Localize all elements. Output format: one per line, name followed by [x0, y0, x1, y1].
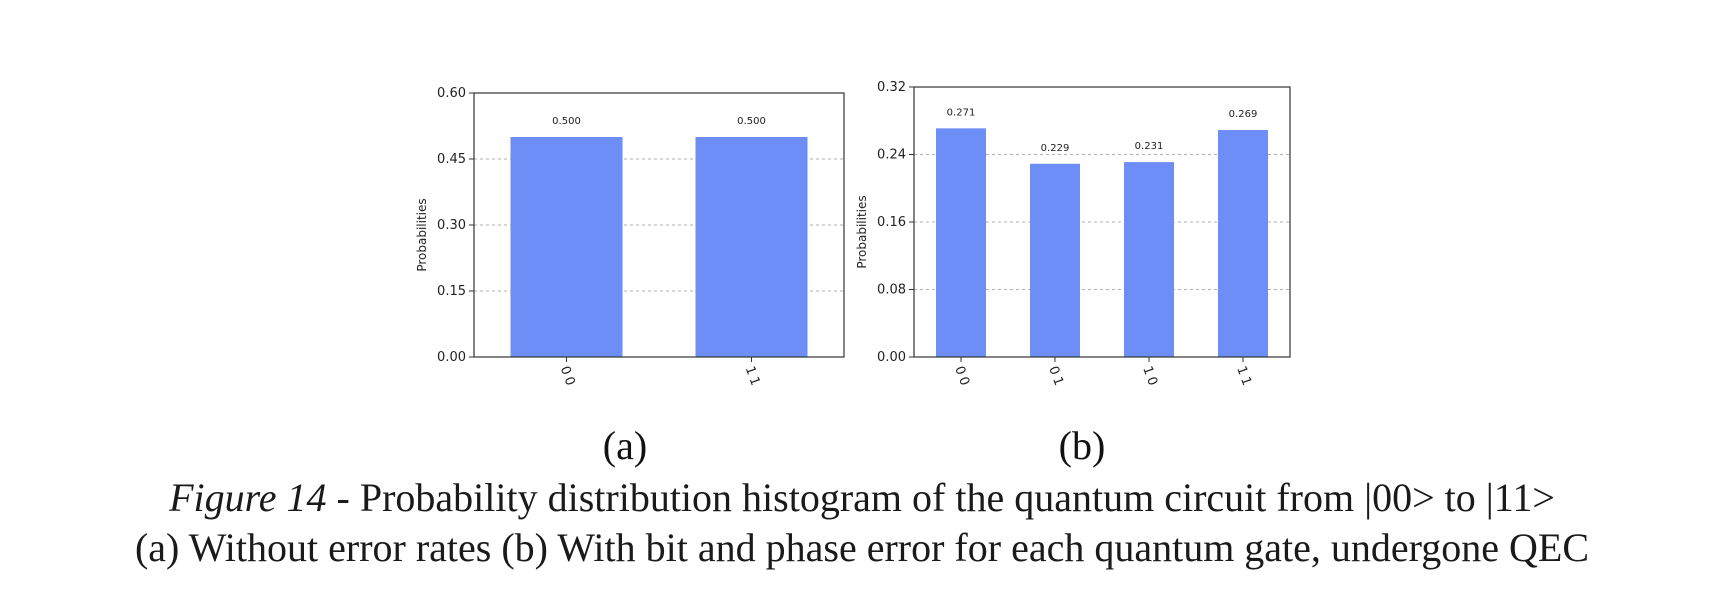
x-tick-label-11: 11: [742, 364, 764, 390]
bar-00: [936, 128, 986, 357]
figure-caption-prefix: Figure 14: [169, 475, 327, 520]
bar-01: [1030, 163, 1080, 357]
y-tick-label: 0.16: [877, 215, 906, 230]
bar-00: [510, 137, 623, 357]
y-tick-label: 0.24: [877, 148, 906, 163]
x-tick-label-01: 01: [1045, 364, 1067, 390]
data-label-00: 0.271: [947, 107, 976, 118]
y-tick-label: 0.32: [877, 80, 906, 95]
data-label-00: 0.500: [552, 116, 581, 127]
data-label-11: 0.269: [1229, 109, 1258, 120]
panel-label-a: (a): [602, 423, 648, 468]
chart-b-histogram: 0.271 00 0.229 01 0.231 10 0.269 11 0.00 0.08 0.16…: [855, 80, 1291, 391]
y-tick-label: 0.15: [437, 284, 466, 299]
chart-a-histogram: 0.500 00 0.500 11 0.00 0.15 0.30 0.45 0.60 Probab…: [415, 86, 845, 391]
panel-label-b: (b): [1058, 423, 1106, 468]
y-tick-label: 0.45: [437, 152, 466, 167]
figure-caption-line-1: Figure 14 - Probability distribution his…: [0, 478, 1724, 518]
y-tick-label: 0.08: [877, 283, 906, 298]
x-tick-label-11: 11: [1233, 364, 1255, 390]
data-label-10: 0.231: [1135, 141, 1164, 152]
bar-11: [695, 137, 808, 357]
x-tick-label-00: 00: [557, 364, 579, 390]
figure-caption-line-2: (a) Without error rates (b) With bit and…: [134, 525, 1590, 570]
y-tick-label: 0.00: [437, 350, 466, 365]
data-label-11: 0.500: [737, 116, 766, 127]
y-axis-label: Probabilities: [855, 195, 869, 268]
y-tick-label: 0.60: [437, 86, 466, 101]
x-tick-label-10: 10: [1139, 364, 1161, 390]
figure-caption-text: - Probability distribution histogram of …: [326, 475, 1555, 520]
y-tick-label: 0.30: [437, 218, 466, 233]
y-axis-label: Probabilities: [415, 198, 429, 271]
bar-11: [1218, 130, 1268, 357]
y-tick-label: 0.00: [877, 350, 906, 365]
data-label-01: 0.229: [1041, 143, 1070, 154]
bar-10: [1124, 162, 1174, 357]
x-tick-label-00: 00: [951, 364, 973, 390]
